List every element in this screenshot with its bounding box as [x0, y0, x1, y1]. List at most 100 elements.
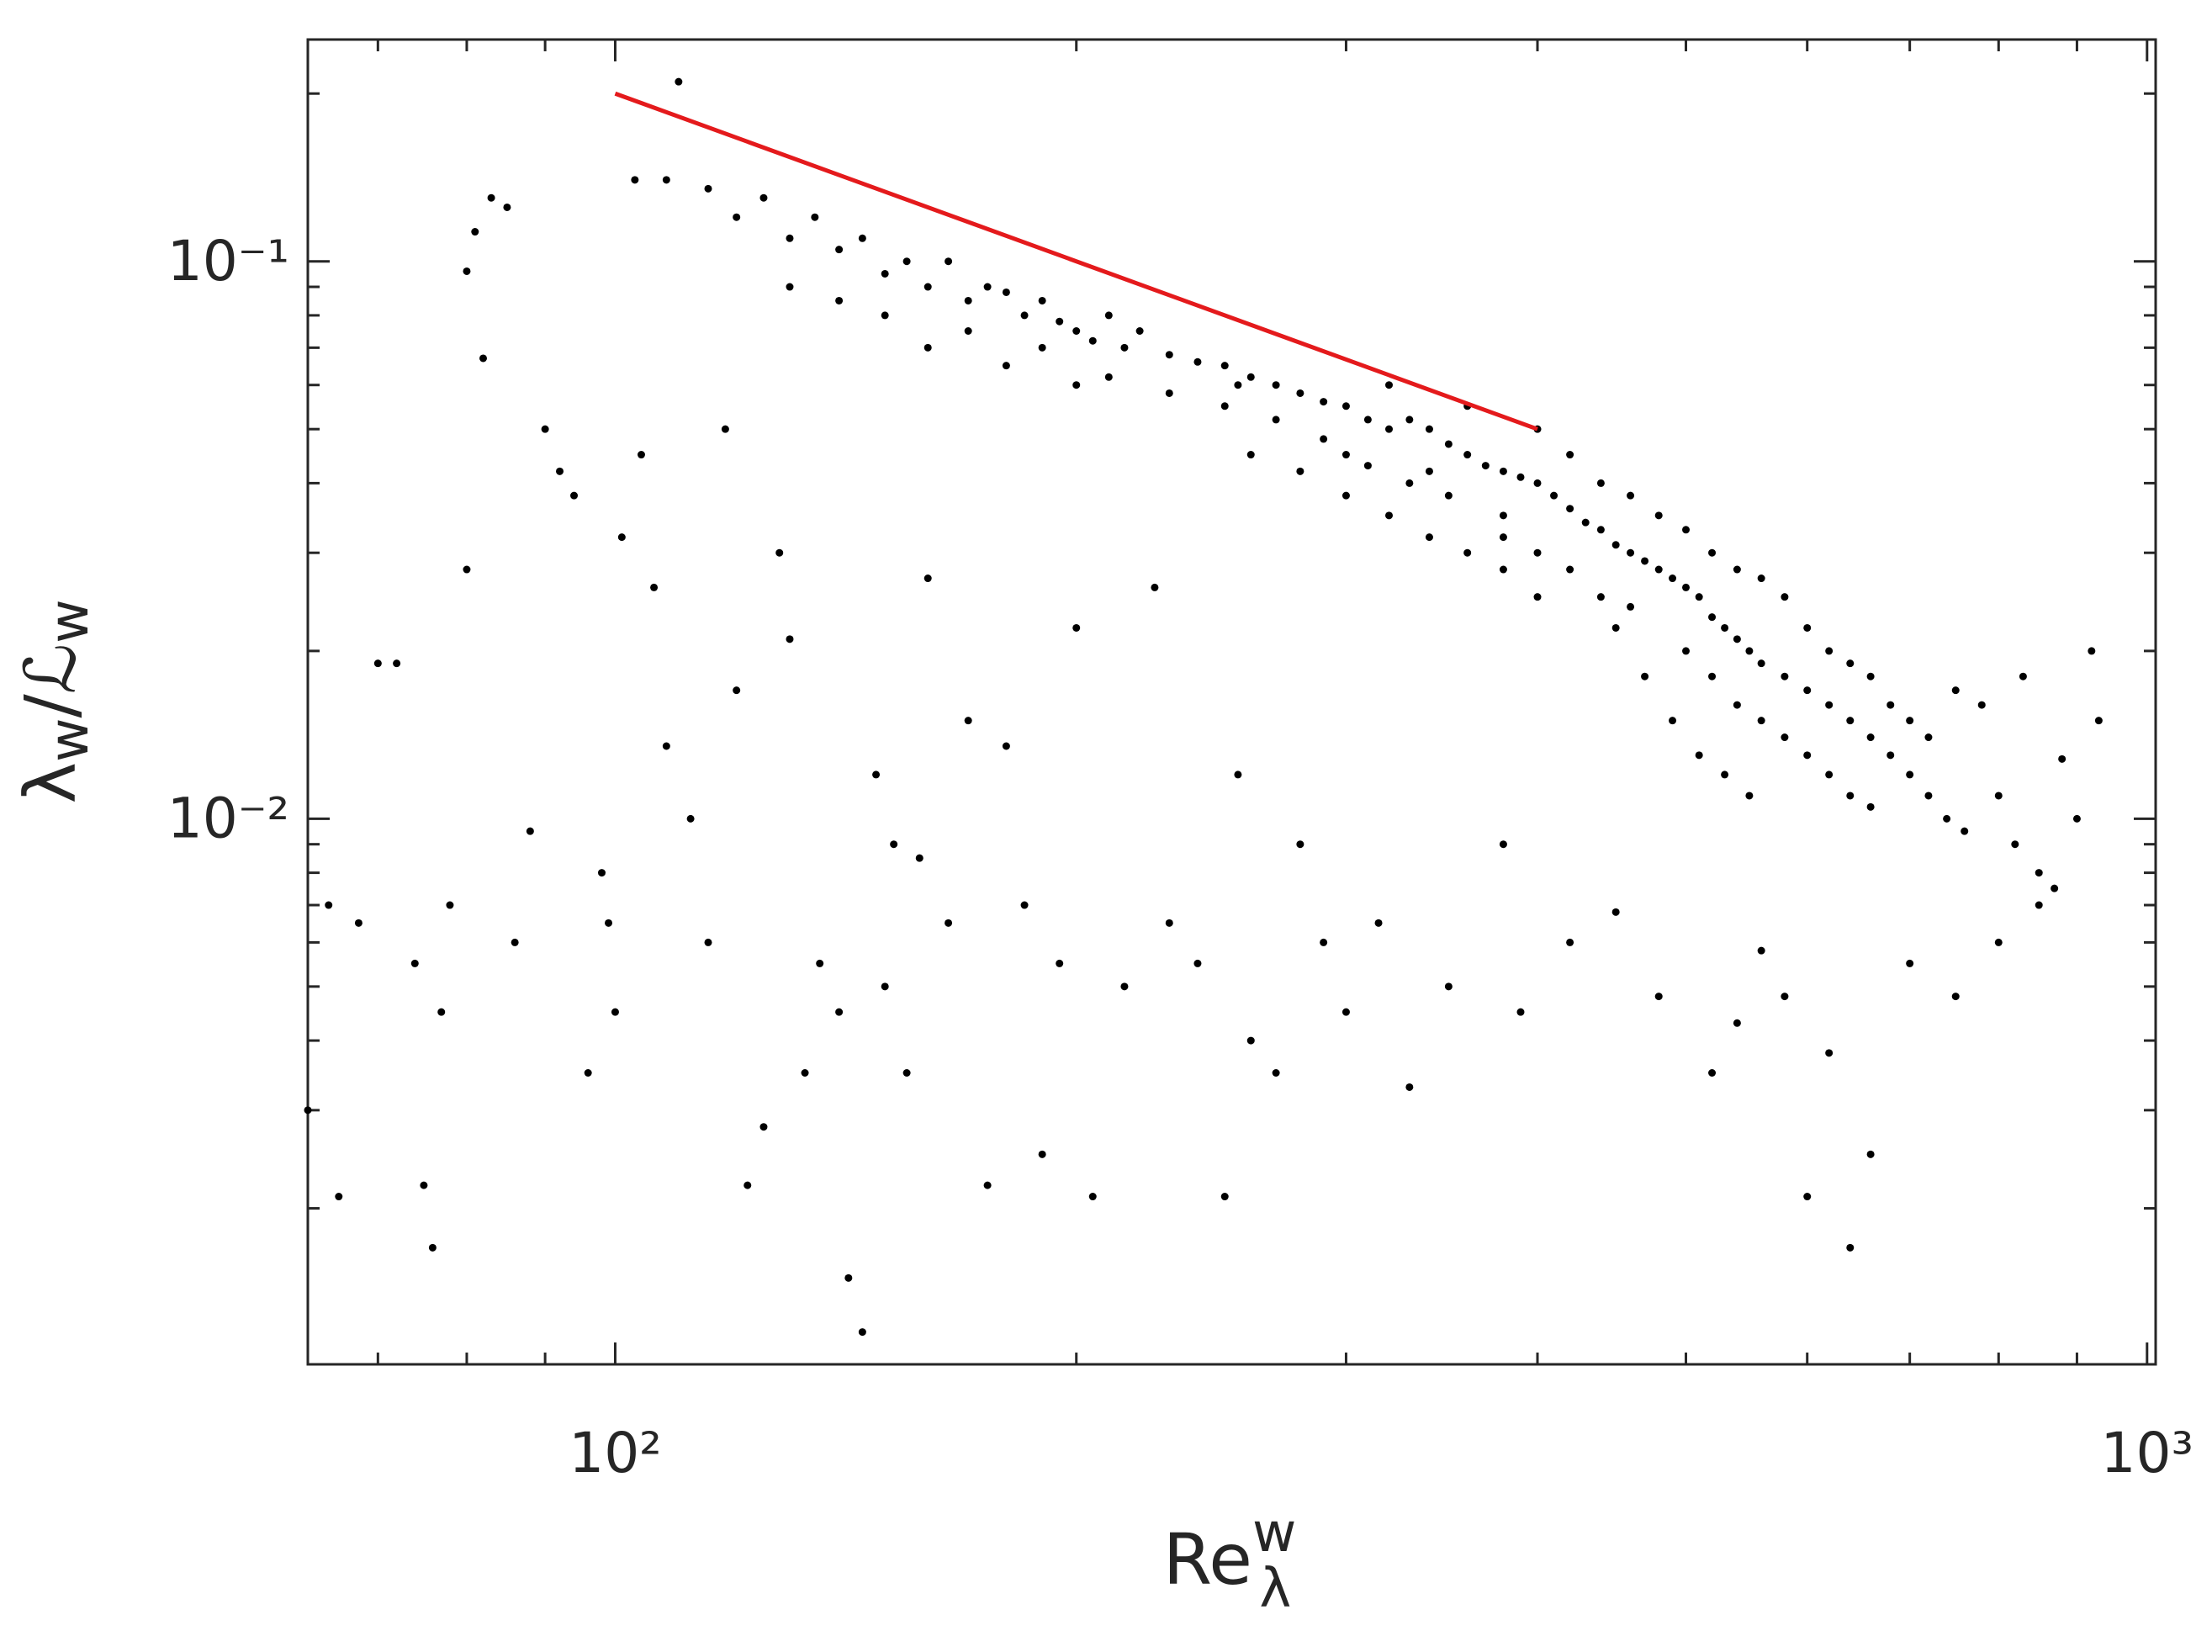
point — [1781, 733, 1789, 742]
point — [1906, 770, 1914, 779]
point — [1385, 511, 1394, 520]
point — [1405, 1083, 1414, 1091]
point — [463, 565, 471, 574]
point — [1708, 672, 1717, 680]
point — [1020, 311, 1029, 320]
point — [923, 574, 932, 583]
point — [881, 311, 889, 320]
point — [835, 296, 844, 304]
point — [1708, 548, 1717, 557]
point — [1803, 686, 1812, 695]
point — [1581, 518, 1590, 527]
point — [437, 1008, 446, 1016]
point — [1246, 373, 1255, 381]
point — [1220, 1193, 1229, 1201]
point — [801, 1069, 809, 1078]
point — [1977, 701, 1986, 709]
point — [759, 193, 768, 202]
point — [1104, 373, 1113, 381]
point — [1533, 593, 1542, 601]
point — [1825, 770, 1834, 779]
point — [1499, 533, 1507, 542]
point — [1020, 901, 1029, 909]
point — [1733, 565, 1741, 574]
point — [1566, 565, 1574, 574]
x-label-sub: λ — [1259, 1558, 1291, 1620]
point — [393, 659, 401, 668]
point — [1499, 840, 1507, 849]
point — [1682, 583, 1691, 591]
point — [1866, 672, 1875, 680]
point — [1425, 467, 1433, 475]
x-tick-label: 10³ — [2101, 1421, 2193, 1485]
point — [923, 283, 932, 291]
point — [570, 491, 579, 500]
point — [1341, 451, 1350, 459]
point — [605, 919, 613, 927]
point — [1499, 467, 1507, 475]
point — [631, 176, 639, 184]
point — [1072, 326, 1081, 335]
point — [1803, 623, 1812, 632]
point — [835, 1008, 844, 1016]
point — [704, 938, 712, 946]
point — [1056, 317, 1064, 326]
point — [2011, 840, 2019, 849]
point — [964, 296, 972, 304]
point — [1825, 701, 1834, 709]
point — [1961, 827, 1969, 835]
point — [1234, 770, 1242, 779]
point — [964, 326, 972, 335]
point — [2035, 901, 2043, 909]
point — [1906, 717, 1914, 725]
point — [1566, 451, 1574, 459]
point — [2019, 672, 2027, 680]
point — [1038, 343, 1046, 352]
point — [2035, 869, 2043, 877]
point — [1641, 557, 1649, 565]
point — [1072, 623, 1081, 632]
point — [1611, 541, 1620, 549]
point — [1425, 425, 1433, 433]
point — [983, 283, 992, 291]
y-label-sub: w — [39, 599, 101, 643]
x-label-main: Re — [1163, 1518, 1252, 1601]
point — [1887, 701, 1895, 709]
point — [902, 257, 911, 266]
point — [1499, 511, 1507, 520]
point — [1596, 479, 1605, 487]
point — [1072, 381, 1081, 389]
point — [1533, 548, 1542, 557]
y-label-main: /ℒ — [9, 643, 92, 718]
point — [1135, 326, 1144, 335]
point — [1002, 288, 1010, 296]
point — [1757, 717, 1765, 725]
point — [1757, 574, 1765, 583]
point — [1781, 593, 1789, 601]
point — [1220, 402, 1229, 410]
point — [463, 267, 471, 275]
point — [1846, 717, 1855, 725]
point — [511, 938, 519, 946]
point — [1745, 647, 1754, 655]
point — [858, 234, 866, 242]
point — [1272, 1069, 1280, 1078]
point — [1654, 565, 1663, 574]
point — [1374, 919, 1383, 927]
point — [1425, 533, 1433, 542]
point — [1385, 425, 1394, 433]
point — [915, 854, 923, 862]
point — [1846, 792, 1855, 800]
point — [1866, 1150, 1875, 1158]
point — [1296, 467, 1304, 475]
point — [1733, 701, 1741, 709]
point — [335, 1193, 343, 1201]
point — [541, 425, 549, 433]
point — [1708, 1069, 1717, 1078]
point — [1825, 1049, 1834, 1057]
point — [304, 1106, 312, 1115]
x-label-sup: w — [1252, 1502, 1296, 1565]
point — [662, 176, 670, 184]
